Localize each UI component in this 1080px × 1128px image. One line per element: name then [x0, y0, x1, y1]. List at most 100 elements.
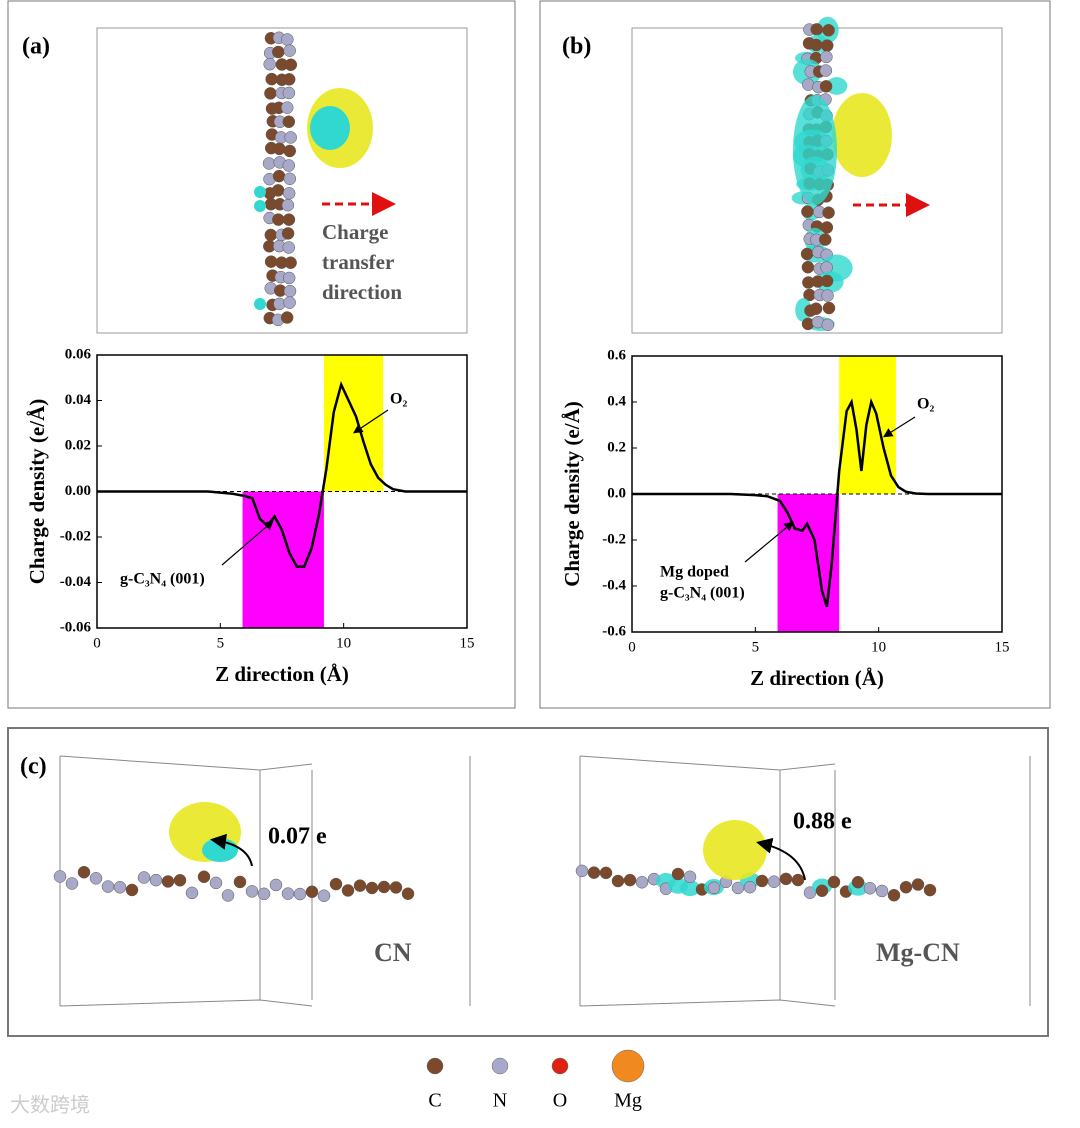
- atom: [283, 284, 297, 298]
- data-line: [632, 397, 1002, 608]
- panel-label: (a): [22, 34, 50, 60]
- y-tick-label: -0.2: [602, 531, 626, 547]
- atom: [820, 221, 834, 234]
- atom: [819, 233, 832, 246]
- atom: [779, 872, 793, 886]
- x-axis-label: Z direction (Å): [750, 666, 884, 690]
- annotation-arrow: [221, 520, 274, 566]
- atom: [820, 274, 834, 288]
- legend-swatch: [426, 1057, 444, 1075]
- legend-swatch: [551, 1057, 569, 1075]
- atom: [283, 44, 296, 57]
- atom: [263, 57, 276, 71]
- panel-frame: [7, 727, 1049, 1037]
- atom: [280, 101, 294, 114]
- atom: [271, 184, 285, 197]
- cell-edge: [579, 755, 836, 1007]
- atom: [611, 874, 625, 888]
- structure-label: CN: [374, 938, 412, 967]
- panel-frame: [539, 0, 1051, 709]
- y-tick-label: -0.06: [60, 619, 92, 635]
- atom: [821, 289, 834, 302]
- annotation-arrow: [882, 416, 916, 438]
- annotation: O₂: [917, 396, 934, 413]
- x-tick-label: 0: [628, 639, 636, 655]
- atom: [671, 867, 685, 881]
- y-axis-label: Charge density (e/Å): [25, 399, 49, 584]
- charge-lobe: [310, 106, 350, 150]
- charge-arrow: [756, 837, 806, 881]
- atom: [819, 64, 833, 77]
- atom: [282, 241, 296, 254]
- annotation-arrow: [353, 409, 389, 434]
- atom: [683, 870, 697, 884]
- data-line: [97, 380, 467, 568]
- atom: [791, 873, 805, 887]
- charge-arrow: [210, 833, 253, 867]
- legend-swatch: [491, 1057, 509, 1075]
- annotation-arrow: [744, 521, 794, 563]
- y-tick-label: 0.00: [65, 483, 91, 499]
- atom: [305, 885, 319, 899]
- atom: [197, 870, 211, 884]
- atom: [281, 887, 295, 900]
- atom: [53, 870, 67, 883]
- atom: [161, 875, 175, 888]
- charge-lobe: [832, 93, 892, 177]
- cell-edge: [59, 755, 313, 1007]
- atom: [801, 205, 814, 218]
- atom: [264, 255, 278, 268]
- atom: [257, 887, 271, 901]
- image-frame: [96, 27, 468, 334]
- x-tick-label: 15: [995, 639, 1010, 655]
- structure-label: Mg-CN: [876, 938, 960, 967]
- atom: [272, 45, 285, 59]
- atom: [329, 877, 343, 891]
- atom: [283, 172, 297, 186]
- charge-lobe: [254, 298, 266, 310]
- charge-label: 0.07 e: [268, 824, 327, 850]
- atom: [800, 247, 814, 261]
- atom: [635, 876, 649, 889]
- atom: [282, 73, 296, 86]
- annotation: direction: [322, 280, 402, 304]
- y-tick-label: 0.06: [65, 346, 92, 362]
- atom: [221, 889, 235, 902]
- panel-label: (b): [562, 34, 591, 60]
- atom: [767, 875, 781, 888]
- atom: [353, 879, 367, 892]
- atom: [887, 888, 901, 902]
- y-axis-label: Charge density (e/Å): [560, 401, 584, 586]
- legend-swatch: [611, 1049, 645, 1083]
- atom: [283, 296, 296, 309]
- atom: [233, 875, 247, 889]
- atom: [77, 865, 91, 879]
- atom: [755, 874, 769, 888]
- atom: [89, 872, 103, 885]
- charge-lobe: [793, 95, 837, 205]
- y-tick-label: -0.6: [602, 623, 626, 639]
- y-tick-label: 0.2: [607, 439, 626, 455]
- x-tick-label: 5: [217, 635, 225, 651]
- charge-lobe: [254, 186, 266, 198]
- atom: [575, 864, 589, 878]
- atom: [899, 880, 913, 894]
- atom: [264, 87, 277, 100]
- atom: [137, 871, 151, 884]
- annotation: transfer: [322, 250, 394, 274]
- atom: [317, 889, 331, 902]
- structures: [53, 16, 1031, 1007]
- atom: [149, 873, 163, 887]
- atom: [125, 883, 139, 897]
- atom: [822, 24, 835, 37]
- legend-label: N: [493, 1090, 507, 1112]
- atom: [822, 206, 835, 219]
- atom: [283, 144, 296, 158]
- atom: [262, 157, 276, 170]
- y-tick-label: -0.02: [60, 528, 91, 544]
- atom: [389, 881, 403, 894]
- atom: [820, 50, 833, 64]
- atom: [284, 58, 298, 72]
- region: [777, 494, 840, 632]
